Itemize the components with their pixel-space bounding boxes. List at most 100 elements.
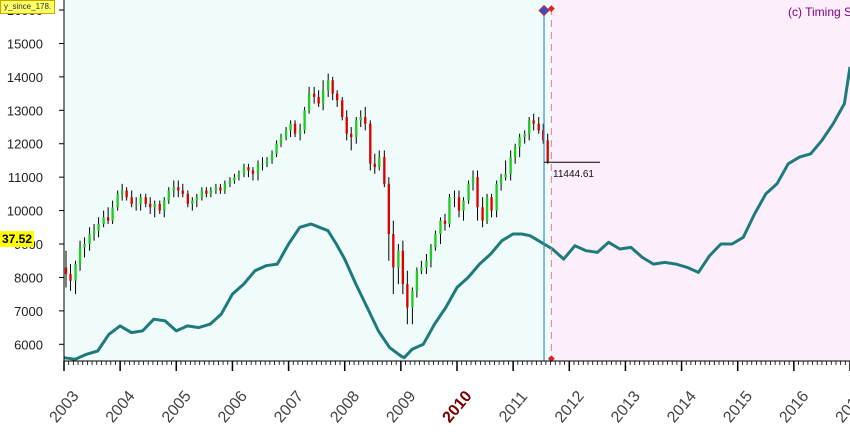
price-bar-body — [293, 123, 297, 134]
price-bar-body — [373, 163, 376, 168]
price-bar-body — [429, 247, 433, 261]
x-tick-label: 2011 — [496, 388, 531, 425]
price-bar-body — [420, 267, 423, 271]
price-bar-body — [195, 197, 198, 201]
price-bar-body — [317, 96, 320, 104]
price-bar-body — [406, 284, 409, 308]
price-bar-body — [471, 177, 475, 184]
x-tick-label: 2017 — [833, 388, 850, 426]
price-bar-body — [513, 147, 517, 158]
cursor-marker-icon[interactable] — [538, 4, 550, 17]
last-price-label: 11444.61 — [553, 169, 594, 180]
price-bar-body — [158, 203, 161, 211]
price-bar-body — [331, 80, 334, 94]
price-bar-body — [523, 133, 526, 138]
price-bar-body — [219, 187, 222, 191]
price-bar-body — [74, 264, 77, 281]
price-bar-body — [387, 183, 390, 234]
price-bar-body — [546, 140, 549, 163]
price-bar-body — [336, 93, 339, 101]
price-bar-body — [359, 116, 362, 121]
price-bar-body — [106, 217, 110, 221]
price-bar-body — [537, 123, 540, 131]
history-background — [64, 0, 552, 361]
price-bar-body — [532, 120, 535, 124]
price-bar-body — [289, 123, 292, 131]
price-bar-body — [364, 116, 367, 124]
price-bar-body — [205, 190, 208, 194]
price-bar-body — [369, 123, 372, 164]
price-bar-body — [415, 270, 419, 291]
x-tick-label: 2006 — [215, 388, 251, 426]
price-bar-body — [528, 120, 531, 134]
price-bar-body — [167, 190, 170, 201]
price-bar-body — [149, 203, 152, 208]
x-tick-label: 2004 — [103, 388, 139, 426]
cycle-projection-line — [63, 66, 850, 361]
x-tick-label: 2012 — [552, 388, 588, 426]
price-bar-body — [495, 183, 498, 211]
price-bar-body — [504, 173, 507, 178]
x-tick-label: 2013 — [608, 388, 644, 426]
projection-background — [551, 0, 850, 361]
price-bar-body — [542, 130, 545, 141]
price-bar-body — [69, 274, 72, 281]
price-bar-body — [481, 207, 484, 221]
indicator-title-tag: y_since_178. — [0, 0, 56, 14]
price-bar-body — [425, 260, 428, 268]
price-bar-body — [378, 157, 381, 168]
price-bar-body — [116, 193, 119, 208]
x-axis: 2003 2004 2005 2006 2007 2008 2009 2010 2011 2012… — [47, 361, 850, 426]
x-tick-label: 2014 — [664, 388, 700, 426]
y-tick-label: 8000 — [14, 270, 43, 285]
price-bar-body — [92, 230, 96, 234]
price-bar-body — [392, 233, 395, 268]
y-tick-label: 13000 — [7, 103, 43, 118]
x-tick-label: 2003 — [47, 388, 83, 426]
price-bar-body — [233, 177, 236, 181]
y-axis: 6000700080009000100001100012000130001400… — [7, 3, 64, 352]
x-tick-label: 2016 — [776, 388, 812, 426]
price-bar-body — [261, 163, 264, 165]
price-bar-body — [78, 247, 82, 265]
price-bar-body — [350, 133, 353, 138]
price-bar-body — [462, 200, 465, 211]
price-bar-body — [64, 267, 68, 275]
price-bar-body — [439, 220, 442, 234]
price-bar-body — [172, 187, 175, 191]
y-tick-label: 12000 — [7, 137, 43, 152]
price-bar-body — [270, 153, 274, 161]
price-bar-body — [265, 160, 269, 164]
price-bar-body — [88, 233, 91, 245]
price-bar-body — [97, 223, 100, 231]
price-bar-body — [298, 130, 302, 134]
price-bar-body — [111, 207, 114, 221]
price-bar-body — [153, 203, 156, 208]
last-value-tag: 37.52 — [0, 231, 35, 247]
price-bar-body — [467, 183, 470, 201]
price-bar-body — [251, 170, 255, 174]
price-bar-body — [321, 90, 325, 104]
price-bar-body — [228, 180, 232, 184]
x-tick-label: 2007 — [271, 388, 307, 426]
price-bar-body — [448, 197, 451, 224]
price-bar-body — [275, 143, 278, 154]
price-bar-body — [144, 197, 147, 204]
price-bar-body — [130, 197, 133, 204]
price-bar-body — [177, 187, 180, 191]
price-bar-body — [125, 190, 128, 198]
price-bar-body — [214, 187, 218, 191]
price-bar-body — [181, 190, 184, 194]
y-tick-label: 11000 — [8, 170, 43, 185]
y-tick-label: 7000 — [14, 304, 43, 319]
price-bars — [64, 73, 549, 325]
price-bar-body — [411, 290, 414, 308]
y-tick-label: 6000 — [14, 337, 43, 352]
price-bar-body — [490, 197, 493, 211]
y-tick-label: 10000 — [7, 204, 43, 219]
x-tick-label: 2015 — [720, 388, 756, 426]
price-bar-body — [223, 183, 227, 191]
price-bar-body — [355, 120, 358, 138]
price-bar-body — [120, 190, 124, 194]
